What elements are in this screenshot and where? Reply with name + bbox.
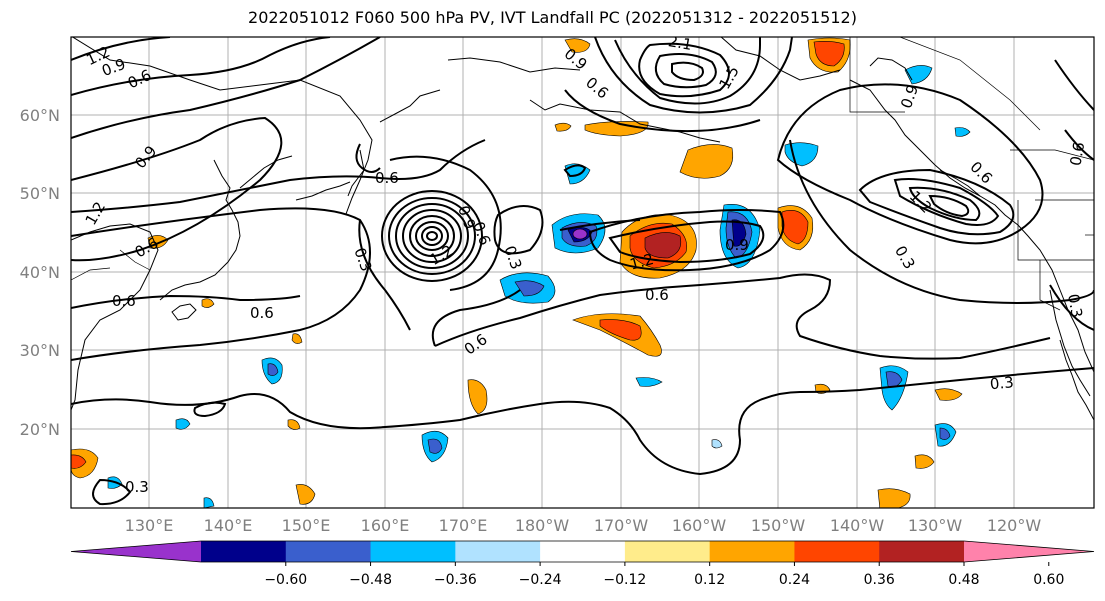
contour-label: 1.2 [628, 250, 656, 274]
colorbar-segment [370, 541, 456, 562]
colorbar-segment [285, 541, 372, 562]
pv-low-contours [358, 155, 502, 331]
contour-label: 0.6 [112, 292, 136, 310]
lon-label: 180°W [515, 516, 570, 535]
lon-label: 170°W [594, 516, 649, 535]
colorbar-tick-label: 0.36 [864, 572, 895, 588]
pc-shading [71, 37, 971, 508]
lon-label: 120°W [987, 516, 1042, 535]
colorbar-segment [201, 541, 287, 562]
colorbar-extend-min [71, 541, 201, 562]
lat-label: 20°N [20, 420, 60, 439]
contour-label: 0.6 [645, 286, 669, 304]
lon-label: 130°E [125, 516, 174, 535]
colorbar-tick-label: −0.48 [349, 572, 392, 588]
colorbar-tick-label: 0.12 [694, 572, 725, 588]
contour-label: 0.6 [250, 304, 274, 322]
colorbar-tick-label: −0.12 [603, 572, 646, 588]
colorbar-segment [540, 541, 626, 562]
colorbar-segment [879, 541, 965, 562]
lon-label: 170°E [439, 516, 488, 535]
colorbar-tick-label: 0.60 [1033, 572, 1064, 588]
contour-label: 0.3 [1064, 292, 1086, 319]
colorbar-segment [455, 541, 541, 562]
latitude-labels: 60°N 50°N 40°N 30°N 20°N [20, 106, 60, 439]
colorbar-extend-max [964, 541, 1094, 562]
contour-label: 0.3 [125, 478, 149, 496]
colorbar-tick-label: −0.60 [264, 572, 307, 588]
map-title: 2022051012 F060 500 hPa PV, IVT Landfall… [248, 8, 857, 27]
colorbar-tick-label: 0.24 [779, 572, 810, 588]
lon-label: 140°W [830, 516, 885, 535]
colorbar-tick-label: 0.48 [948, 572, 979, 588]
lon-label: 130°W [908, 516, 963, 535]
contour-label: 2.1 [667, 32, 694, 54]
lon-label: 150°W [751, 516, 806, 535]
lat-label: 60°N [20, 106, 60, 125]
lon-label: 140°E [204, 516, 253, 535]
colorbar-tick-label: −0.24 [519, 572, 562, 588]
contour-label: 0.9 [725, 236, 749, 254]
colorbar-segment [709, 541, 795, 562]
map-frame [70, 36, 1095, 509]
contour-label: 0.6 [1066, 141, 1088, 168]
pv-contours [71, 37, 1094, 506]
lat-label: 40°N [20, 263, 60, 282]
colorbar-segment [794, 541, 880, 562]
longitude-labels: 130°E 140°E 150°E 160°E 170°E 180°W 170°… [125, 516, 1042, 535]
lat-label: 50°N [20, 184, 60, 203]
lon-label: 160°E [361, 516, 410, 535]
colorbar-segment [624, 541, 711, 562]
colorbar-tick-label: −0.36 [434, 572, 477, 588]
lat-label: 30°N [20, 341, 60, 360]
colorbar: −0.60 −0.48 −0.36 −0.24 −0.12 0.12 0.24 0.36 0.4… [70, 540, 1095, 588]
contour-label: 0.6 [375, 169, 399, 187]
contour-label: 0.3 [989, 373, 1014, 393]
colorbar-outline [70, 540, 1095, 563]
lon-label: 160°W [672, 516, 727, 535]
lon-label: 150°E [282, 516, 331, 535]
